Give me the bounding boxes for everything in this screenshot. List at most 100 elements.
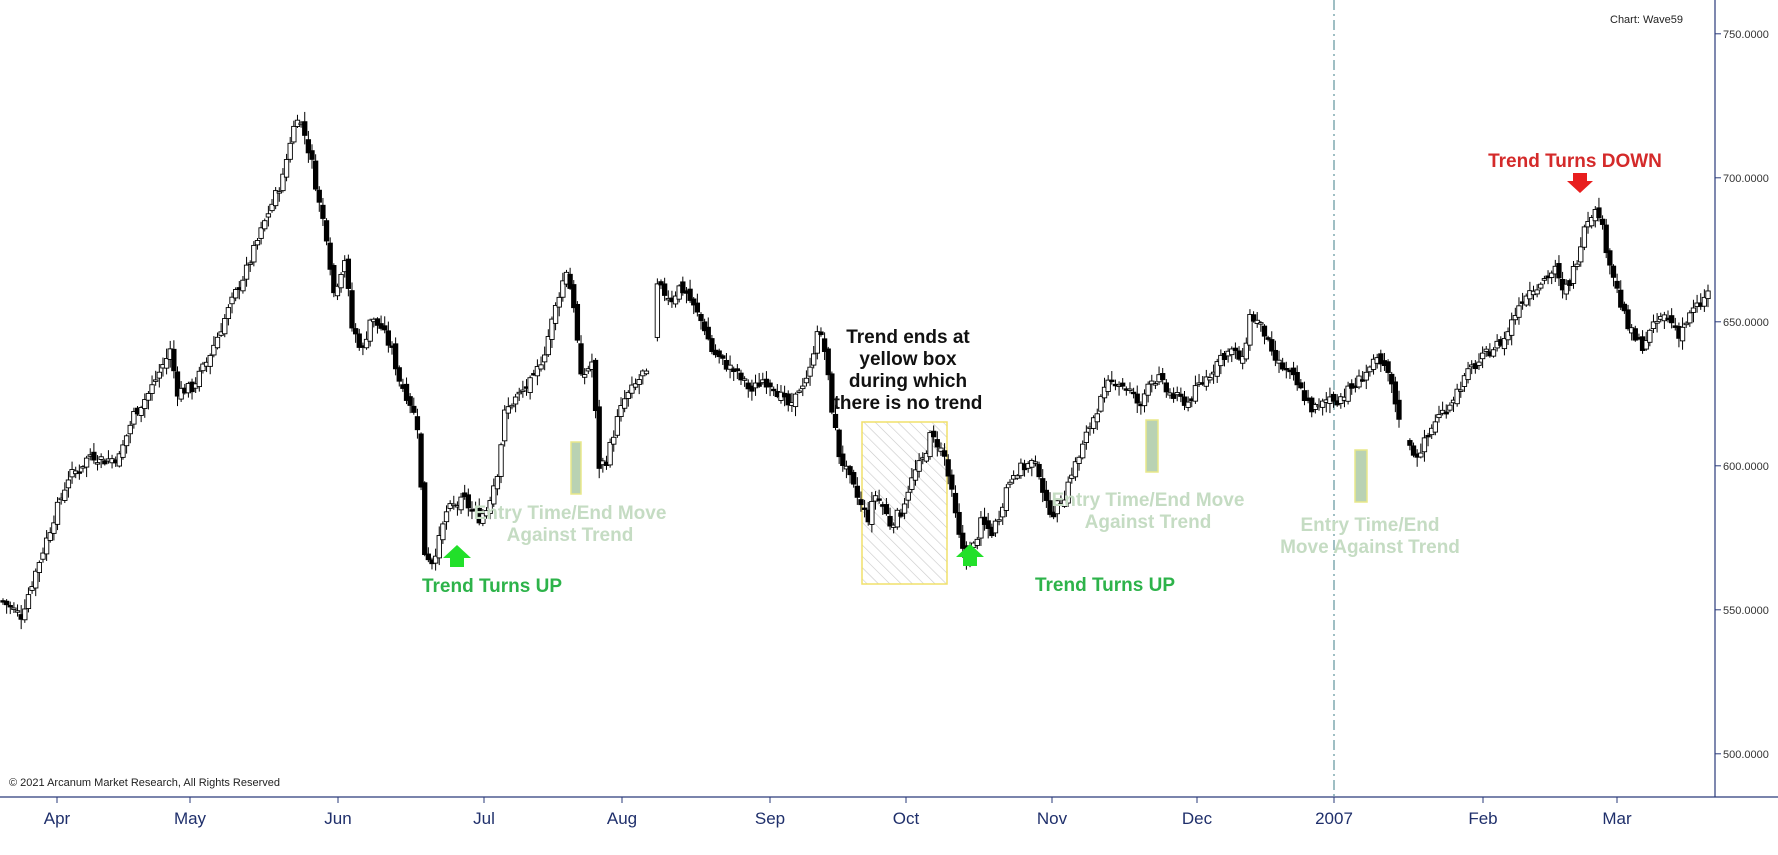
candle-body xyxy=(465,494,471,509)
candle-body xyxy=(545,336,551,356)
y-tick-label: 550.0000 xyxy=(1723,605,1769,617)
candle-body xyxy=(1574,263,1580,267)
candle-body xyxy=(392,343,399,370)
candle-body xyxy=(1050,511,1057,518)
candle-body xyxy=(872,495,879,502)
annotation-line: Entry Time/End Move xyxy=(1052,490,1245,511)
candle-body xyxy=(767,382,773,388)
entry-time-box xyxy=(570,441,582,495)
annotation-line: during which xyxy=(849,371,967,392)
candle-body xyxy=(1192,385,1199,402)
candle-body xyxy=(796,390,802,393)
candle-body xyxy=(738,372,744,381)
candle-body xyxy=(1610,265,1617,278)
candle-body xyxy=(432,555,439,564)
candle-body xyxy=(1036,463,1042,478)
candle-body xyxy=(1454,388,1460,405)
candle-body xyxy=(276,191,282,194)
candle-body xyxy=(291,125,297,143)
candle-body xyxy=(632,383,639,388)
candle-body xyxy=(1490,349,1497,357)
candle-body xyxy=(625,391,631,399)
annotation-text: Trend ends at yellow box during which there… xyxy=(834,327,983,414)
candle-body xyxy=(1272,349,1279,361)
candle-body xyxy=(1654,320,1660,324)
candle-body xyxy=(1101,386,1108,399)
candle-body xyxy=(178,387,184,400)
candle-body xyxy=(411,405,417,413)
annotation-text: Trend Turns UP xyxy=(1035,575,1175,596)
candle-body xyxy=(287,142,293,160)
annotation-text: Entry Time/End Move Against Trend xyxy=(1280,515,1460,558)
x-tick-label: Nov xyxy=(1037,809,1068,828)
candle-body xyxy=(142,399,148,410)
candle-body xyxy=(1003,487,1010,511)
candle-body xyxy=(1589,217,1595,227)
candle-body xyxy=(363,338,370,349)
candle-body xyxy=(25,594,32,610)
candle-body xyxy=(520,389,526,393)
candle-body xyxy=(91,451,97,461)
candle-body xyxy=(542,354,548,363)
x-tick-label: May xyxy=(174,809,207,828)
candle-body xyxy=(785,393,791,406)
candle-body xyxy=(992,520,999,534)
candle-body xyxy=(480,513,486,524)
y-tick-label: 500.0000 xyxy=(1723,749,1769,761)
candle-body xyxy=(898,512,904,517)
candle-body xyxy=(196,370,202,388)
candle-body xyxy=(407,396,413,406)
candle-body xyxy=(1141,393,1148,407)
candle-body xyxy=(829,373,835,413)
candle-body xyxy=(374,318,381,326)
candle-body xyxy=(1421,437,1428,453)
candle-body xyxy=(214,336,221,349)
candle-body xyxy=(458,496,464,511)
candle-body xyxy=(443,511,450,523)
candle-body xyxy=(985,520,991,529)
candle-body xyxy=(3,600,10,606)
candle-body xyxy=(1523,295,1529,306)
candle-body xyxy=(1418,452,1424,458)
candle-body xyxy=(98,456,104,460)
candle-body xyxy=(163,358,170,369)
candle-body xyxy=(1650,321,1657,329)
candle-body xyxy=(1632,328,1638,341)
candle-body xyxy=(345,258,352,289)
candle-body xyxy=(1465,368,1471,381)
candle-body xyxy=(909,477,915,490)
candle-body xyxy=(1668,315,1675,324)
candle-body xyxy=(556,296,562,308)
candle-body xyxy=(1043,489,1050,501)
candle-body xyxy=(567,273,573,289)
candle-body xyxy=(1221,352,1228,360)
candle-body xyxy=(1163,382,1169,393)
candle-body xyxy=(716,350,722,358)
annotation-text: Entry Time/End Move Against Trend xyxy=(474,503,667,546)
entry-time-box xyxy=(1145,419,1159,473)
candle-body xyxy=(934,439,940,448)
candle-body xyxy=(720,355,726,359)
trend-up-arrow-icon xyxy=(443,545,471,567)
annotation-line: Trend ends at xyxy=(846,327,970,348)
x-tick-label: Jun xyxy=(324,809,351,828)
candle-body xyxy=(1614,280,1620,289)
candle-body xyxy=(596,406,602,469)
candle-body xyxy=(43,537,50,555)
candle-body xyxy=(694,302,701,313)
candle-body xyxy=(487,500,493,514)
candle-body xyxy=(1105,379,1111,392)
candle-body xyxy=(854,485,860,498)
y-tick-label: 700.0000 xyxy=(1723,173,1769,185)
candle-body xyxy=(916,460,922,472)
candle-body xyxy=(825,348,831,376)
candle-body xyxy=(47,532,53,541)
candle-body xyxy=(1120,382,1126,387)
candle-body xyxy=(861,507,868,510)
candle-body xyxy=(200,363,206,372)
candle-body xyxy=(1130,391,1137,395)
candle-body xyxy=(1243,342,1249,360)
candle-body xyxy=(222,318,228,335)
candle-body xyxy=(156,371,162,379)
y-tick-label: 750.0000 xyxy=(1723,29,1769,41)
